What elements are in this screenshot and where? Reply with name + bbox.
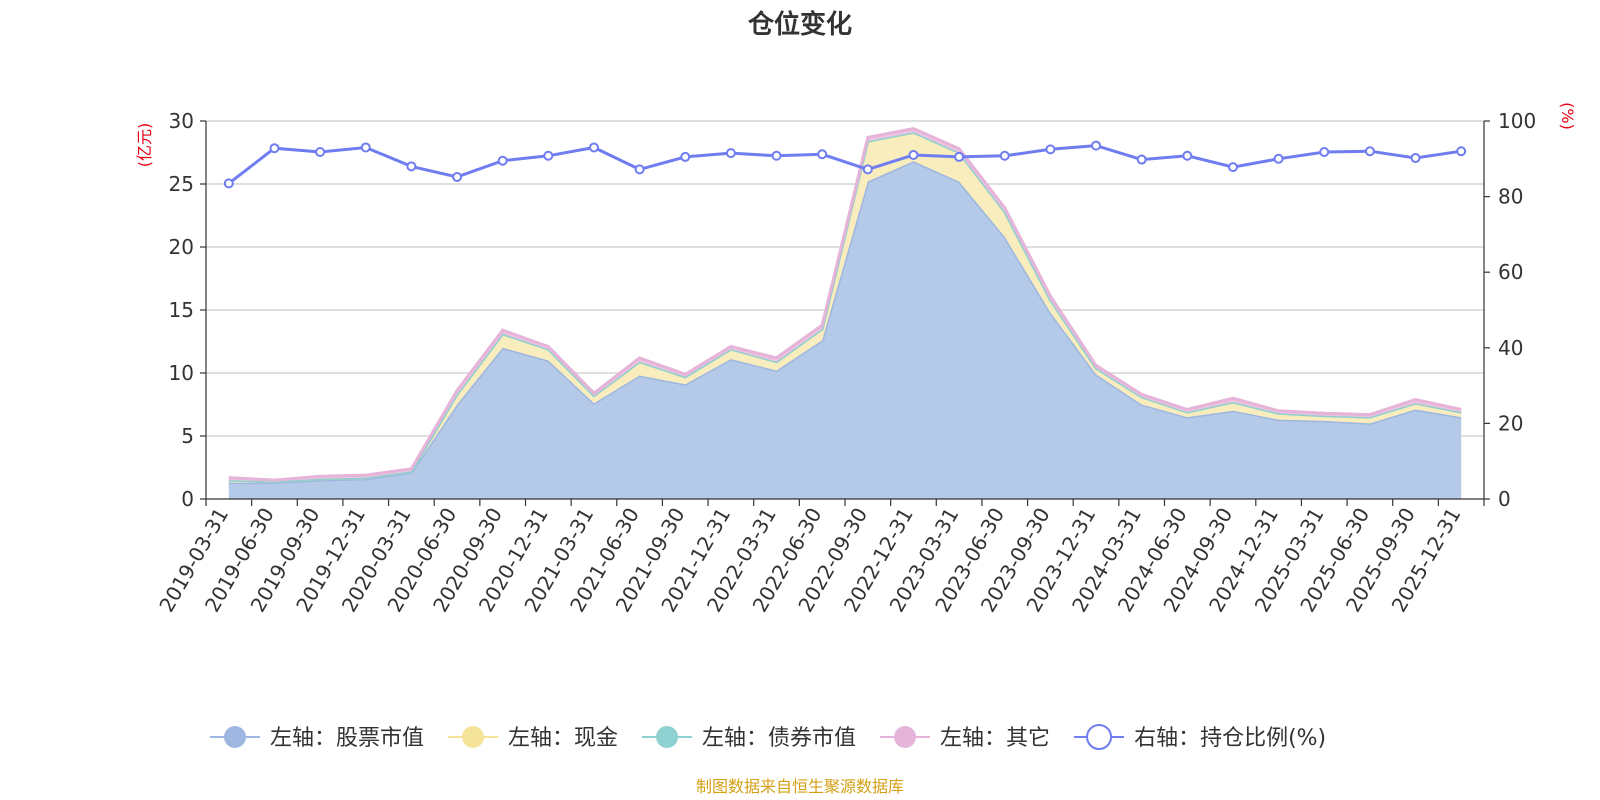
right-tick-label: 100 — [1498, 109, 1536, 133]
legend-label: 左轴：其它 — [940, 726, 1050, 751]
holding-ratio-point — [223, 178, 234, 189]
holding-ratio-line — [227, 144, 1462, 185]
holding-ratio-point — [543, 150, 554, 161]
area-series-group — [228, 127, 1462, 500]
holding-ratio-point — [452, 171, 463, 182]
legend-symbol — [224, 726, 246, 748]
left-tick-label: 20 — [169, 235, 194, 259]
holding-ratio-point — [1045, 144, 1056, 155]
legend-symbol — [1086, 724, 1113, 750]
chart-title: 仓位变化 — [747, 9, 852, 40]
legend-label: 左轴：股票市值 — [270, 726, 424, 751]
line-series-group — [223, 140, 1467, 189]
area-edge-左轴：其它 — [228, 127, 1462, 482]
legend-symbol — [462, 726, 485, 748]
left-tick-label: 0 — [181, 487, 194, 511]
holding-ratio-point — [817, 149, 828, 160]
left-tick-label: 30 — [169, 109, 194, 133]
holding-ratio-point — [1227, 162, 1238, 173]
left-tick-label: 25 — [169, 172, 194, 196]
holding-ratio-point — [680, 151, 691, 162]
holding-ratio-point — [908, 150, 919, 161]
holding-ratio-point — [588, 142, 599, 153]
legend-symbol — [656, 726, 679, 748]
holding-ratio-point — [269, 143, 280, 154]
holding-ratio-point — [634, 164, 645, 175]
holding-ratio-point — [1273, 153, 1284, 164]
holding-ratio-point — [315, 146, 326, 157]
legend-label: 左轴：现金 — [508, 726, 618, 751]
holding-ratio-point — [954, 151, 965, 162]
right-tick-label: 20 — [1498, 411, 1523, 435]
left-tick-label: 15 — [169, 298, 194, 322]
right-tick-label: 80 — [1498, 185, 1523, 209]
legend: 左轴：股票市值 左轴：现金 左轴：债券市值 左轴：其它 右轴：持仓比例(%) — [210, 724, 1326, 751]
holding-ratio-point — [725, 148, 736, 159]
holding-ratio-point — [406, 161, 417, 172]
legend-symbol — [894, 726, 917, 748]
left-tick-label: 5 — [181, 424, 194, 448]
holding-ratio-point — [360, 142, 371, 153]
left-axis-unit: (亿元) — [135, 123, 154, 168]
holding-ratio-point — [771, 150, 782, 161]
holding-ratio-point — [1091, 140, 1102, 151]
holding-ratio-point — [1410, 153, 1421, 164]
holding-ratio-point — [497, 155, 508, 166]
holding-ratio-point — [999, 150, 1010, 161]
holding-ratio-point — [1364, 146, 1375, 157]
right-tick-label: 0 — [1498, 487, 1511, 511]
source-note: 制图数据来自恒生聚源数据库 — [696, 777, 904, 796]
area-左轴：股票市值 — [228, 161, 1462, 500]
right-tick-label: 40 — [1498, 336, 1523, 360]
holding-ratio-point — [1182, 150, 1193, 161]
holding-ratio-point — [1456, 146, 1467, 157]
right-tick-label: 60 — [1498, 260, 1523, 284]
left-tick-label: 10 — [169, 361, 194, 385]
holding-ratio-point — [1319, 146, 1330, 157]
legend-label: 右轴：持仓比例(%) — [1134, 726, 1326, 751]
holding-ratio-point — [1136, 154, 1147, 165]
right-axis-unit: (%) — [1558, 102, 1577, 130]
holding-ratio-point — [862, 164, 873, 175]
legend-label: 左轴：债券市值 — [702, 726, 856, 751]
